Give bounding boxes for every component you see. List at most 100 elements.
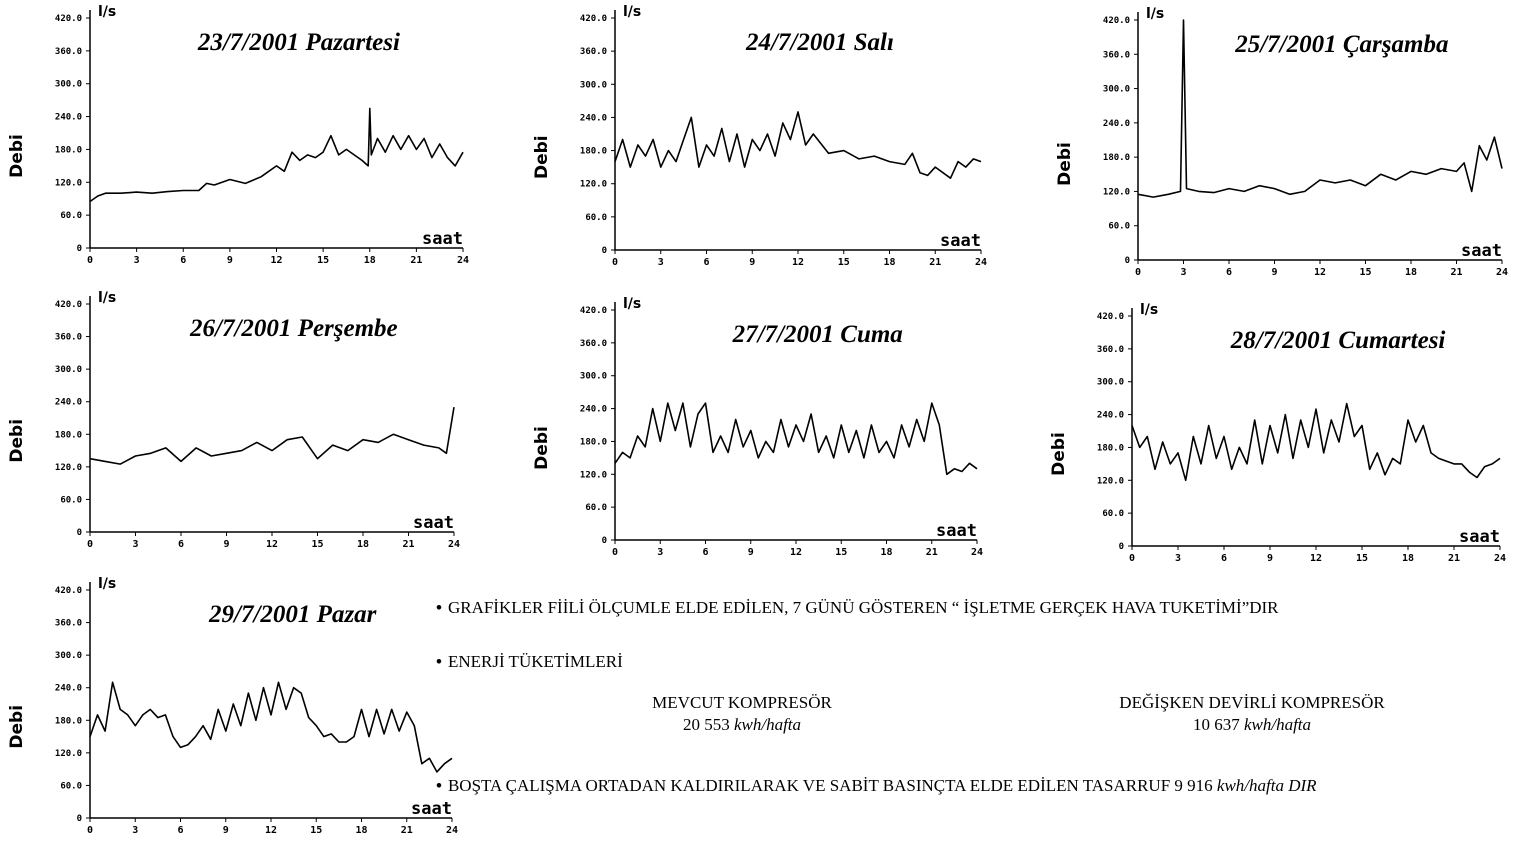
y-tick-label: 240.0 <box>55 113 82 123</box>
y-tick-label: 180.0 <box>580 147 607 157</box>
y-tick-label: 0 <box>77 528 82 538</box>
x-tick-label: 15 <box>838 257 850 268</box>
y-tick-label: 180.0 <box>580 437 607 447</box>
x-tick-label: 0 <box>87 255 93 266</box>
y-tick-label: 360.0 <box>1103 50 1130 60</box>
x-tick-label: 6 <box>702 547 708 558</box>
current-compressor-unit: kwh/hafta <box>733 715 802 734</box>
x-tick-label: 21 <box>1450 267 1462 278</box>
x-tick-label: 18 <box>883 257 895 268</box>
chart-monday: 420.0 360.0 300.0 240.0 180.0 120.0 60.0 00 3 6 9 1… <box>7 4 469 266</box>
x-tick-label: 21 <box>929 257 941 268</box>
y-tick-label: 0 <box>1125 256 1130 266</box>
variable-speed-compressor-info: DEĞİŞKEN DEVİRLİ KOMPRESÖR 10 637 kwh/ha… <box>1072 692 1432 736</box>
series-line <box>1137 19 1503 198</box>
x-tick-label: 15 <box>1359 267 1371 278</box>
variable-speed-compressor-title: DEĞİŞKEN DEVİRLİ KOMPRESÖR <box>1119 693 1385 712</box>
y-tick-label: 300.0 <box>580 80 607 90</box>
y-axis-label: Debi <box>7 705 27 749</box>
series-line <box>614 111 982 179</box>
y-tick-label: 180.0 <box>55 430 82 440</box>
unit-label: l/s <box>623 296 641 312</box>
x-tick-label: 18 <box>355 825 367 836</box>
x-tick-label: 3 <box>132 825 138 836</box>
unit-label: l/s <box>1146 6 1164 22</box>
x-tick-label: 6 <box>178 539 184 550</box>
y-tick-label: 300.0 <box>1097 378 1124 388</box>
x-tick-label: 9 <box>749 257 755 268</box>
y-axis-label: Debi <box>532 426 552 470</box>
y-axis-label: Debi <box>7 134 27 178</box>
y-tick-label: 360.0 <box>1097 345 1124 355</box>
y-tick-label: 420.0 <box>55 300 82 310</box>
x-tick-label: 15 <box>311 539 323 550</box>
x-tick-label: 18 <box>880 547 892 558</box>
x-tick-label: 12 <box>265 825 277 836</box>
x-axis-label: saat <box>1461 241 1502 261</box>
series-line <box>89 406 455 465</box>
y-tick-label: 180.0 <box>55 145 82 155</box>
x-tick-label: 6 <box>1221 553 1227 564</box>
x-tick-label: 21 <box>926 547 938 558</box>
y-tick-label: 120.0 <box>55 749 82 759</box>
current-compressor-title: MEVCUT KOMPRESÖR <box>652 693 832 712</box>
variable-speed-compressor-value: 10 637 <box>1192 715 1240 734</box>
y-tick-label: 360.0 <box>580 339 607 349</box>
x-tick-label: 3 <box>657 547 663 558</box>
y-tick-label: 420.0 <box>1103 16 1130 26</box>
chart-title: 29/7/2001 Pazar <box>208 601 377 628</box>
unit-label: l/s <box>98 576 116 592</box>
x-tick-label: 9 <box>223 539 229 550</box>
x-axis-label: saat <box>936 521 977 541</box>
y-tick-label: 60.0 <box>60 211 82 221</box>
x-tick-label: 18 <box>357 539 369 550</box>
x-tick-label: 12 <box>792 257 804 268</box>
x-tick-label: 0 <box>1135 267 1141 278</box>
x-tick-label: 24 <box>1494 553 1506 564</box>
x-tick-label: 9 <box>748 547 754 558</box>
x-tick-label: 9 <box>1271 267 1277 278</box>
chart-title: 27/7/2001 Cuma <box>732 321 903 348</box>
y-tick-label: 120.0 <box>580 180 607 190</box>
y-tick-label: 120.0 <box>55 463 82 473</box>
x-tick-label: 3 <box>1175 553 1181 564</box>
y-tick-label: 0 <box>77 814 82 824</box>
x-tick-label: 15 <box>835 547 847 558</box>
bullet-icon: • <box>436 776 442 795</box>
chart-sunday: 420.0 360.0 300.0 240.0 180.0 120.0 60.0 00 3 6 9 1… <box>7 576 458 836</box>
x-tick-label: 21 <box>402 539 414 550</box>
x-tick-label: 6 <box>177 825 183 836</box>
y-tick-label: 60.0 <box>585 213 607 223</box>
x-tick-label: 24 <box>448 539 460 550</box>
x-tick-label: 24 <box>446 825 458 836</box>
y-tick-label: 420.0 <box>580 306 607 316</box>
y-tick-label: 0 <box>602 246 607 256</box>
y-tick-label: 360.0 <box>55 47 82 57</box>
x-tick-label: 24 <box>1496 267 1508 278</box>
note-text-2: ENERJİ TÜKETİMLERİ <box>447 652 623 671</box>
y-tick-label: 0 <box>602 536 607 546</box>
note-text-3-unit: kwh/hafta DIR <box>1216 776 1317 795</box>
chart-tuesday: 420.0 360.0 300.0 240.0 180.0 120.0 60.0 00 3 6 9 1… <box>532 4 987 268</box>
x-tick-label: 0 <box>612 257 618 268</box>
series-line <box>89 107 464 203</box>
note-text-1: GRAFİKLER FİİLİ ÖLÇUMLE ELDE EDİLEN, 7 G… <box>447 598 1279 617</box>
x-tick-label: 21 <box>401 825 413 836</box>
unit-label: l/s <box>98 4 116 20</box>
y-tick-label: 300.0 <box>55 365 82 375</box>
x-tick-label: 12 <box>1314 267 1326 278</box>
x-tick-label: 21 <box>410 255 422 266</box>
y-tick-label: 180.0 <box>55 716 82 726</box>
x-tick-label: 6 <box>703 257 709 268</box>
note-line-1: • GRAFİKLER FİİLİ ÖLÇUMLE ELDE EDİLEN, 7 … <box>436 598 1279 618</box>
x-tick-label: 18 <box>364 255 376 266</box>
x-tick-label: 0 <box>87 539 93 550</box>
y-tick-label: 420.0 <box>55 586 82 596</box>
x-axis-label: saat <box>411 799 452 819</box>
x-tick-label: 12 <box>270 255 282 266</box>
x-tick-label: 18 <box>1405 267 1417 278</box>
y-tick-label: 60.0 <box>1108 222 1130 232</box>
y-tick-label: 0 <box>1119 542 1124 552</box>
x-tick-label: 0 <box>87 825 93 836</box>
chart-thursday: 420.0 360.0 300.0 240.0 180.0 120.0 60.0 00 3 6 9 1… <box>7 290 460 550</box>
